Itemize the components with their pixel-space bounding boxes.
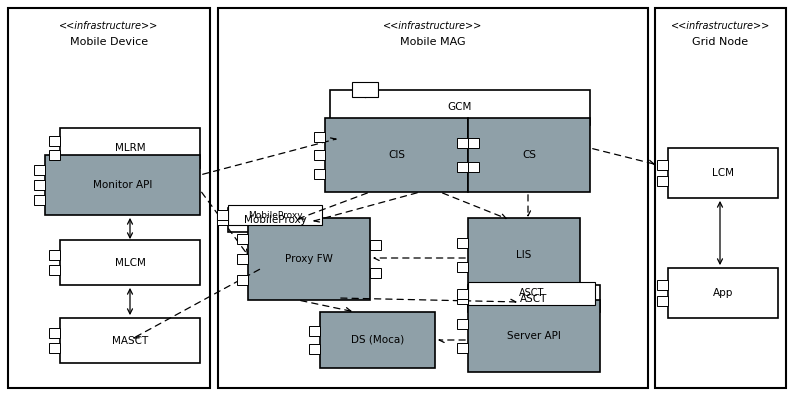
Text: ASCT: ASCT bbox=[520, 293, 548, 303]
Bar bbox=[49, 150, 60, 160]
Bar bbox=[468, 282, 595, 305]
Text: Proxy FW: Proxy FW bbox=[285, 254, 333, 264]
Bar bbox=[457, 289, 468, 299]
Text: MLRM: MLRM bbox=[114, 143, 145, 153]
Bar bbox=[370, 240, 381, 251]
Bar bbox=[309, 326, 320, 336]
Text: LIS: LIS bbox=[516, 250, 532, 260]
Bar bbox=[468, 285, 600, 312]
Text: <<infrastructure>>: <<infrastructure>> bbox=[384, 21, 483, 31]
Bar bbox=[457, 262, 468, 272]
Bar bbox=[228, 205, 322, 225]
Text: MobileProxy: MobileProxy bbox=[244, 215, 306, 225]
Bar bbox=[45, 155, 200, 215]
Text: MLCM: MLCM bbox=[114, 258, 145, 268]
Bar bbox=[657, 160, 668, 170]
Bar bbox=[657, 296, 668, 306]
Bar bbox=[218, 8, 648, 388]
Bar bbox=[657, 176, 668, 186]
Text: CIS: CIS bbox=[388, 150, 405, 160]
Bar bbox=[314, 168, 325, 179]
Bar bbox=[314, 150, 325, 160]
Text: Monitor API: Monitor API bbox=[93, 180, 152, 190]
Text: <<infrastructure>>: <<infrastructure>> bbox=[671, 21, 770, 31]
Bar bbox=[237, 233, 248, 243]
Text: Mobile Device: Mobile Device bbox=[70, 37, 148, 47]
Bar bbox=[468, 118, 590, 192]
Bar bbox=[49, 250, 60, 260]
Bar bbox=[657, 279, 668, 290]
Bar bbox=[49, 328, 60, 338]
Bar bbox=[60, 128, 200, 168]
Bar bbox=[237, 254, 248, 264]
Text: <<infrastructure>>: <<infrastructure>> bbox=[60, 21, 159, 31]
Text: MobileProxy: MobileProxy bbox=[248, 210, 303, 220]
Bar bbox=[457, 238, 468, 248]
Bar bbox=[320, 312, 435, 368]
Bar bbox=[237, 274, 248, 285]
Bar bbox=[8, 8, 210, 388]
Text: Grid Node: Grid Node bbox=[692, 37, 749, 47]
Bar bbox=[457, 162, 468, 172]
Bar bbox=[468, 162, 479, 172]
Bar bbox=[655, 8, 786, 388]
Text: CS: CS bbox=[522, 150, 536, 160]
Bar bbox=[217, 215, 228, 225]
Bar bbox=[309, 344, 320, 355]
Bar bbox=[60, 318, 200, 363]
Bar bbox=[468, 138, 479, 148]
Bar bbox=[248, 218, 370, 300]
Bar bbox=[352, 82, 378, 97]
Bar bbox=[468, 218, 580, 292]
Bar bbox=[49, 136, 60, 146]
Bar bbox=[330, 90, 590, 125]
Bar bbox=[228, 208, 322, 232]
Bar bbox=[34, 195, 45, 205]
Bar bbox=[49, 265, 60, 275]
Bar bbox=[457, 343, 468, 353]
Text: ASCT: ASCT bbox=[518, 289, 544, 299]
Text: Server API: Server API bbox=[507, 331, 561, 341]
Bar bbox=[34, 180, 45, 190]
Bar bbox=[668, 148, 778, 198]
Text: GCM: GCM bbox=[448, 102, 472, 112]
Bar bbox=[34, 165, 45, 175]
Bar bbox=[370, 268, 381, 278]
Bar bbox=[49, 343, 60, 353]
Text: Mobile MAG: Mobile MAG bbox=[400, 37, 466, 47]
Text: DS (Moca): DS (Moca) bbox=[351, 335, 404, 345]
Bar bbox=[457, 138, 468, 148]
Bar bbox=[668, 268, 778, 318]
Bar bbox=[457, 293, 468, 303]
Bar bbox=[217, 210, 228, 220]
Text: MASCT: MASCT bbox=[112, 335, 148, 345]
Bar bbox=[468, 300, 600, 372]
Bar bbox=[325, 118, 468, 192]
Bar bbox=[314, 131, 325, 141]
Bar bbox=[60, 240, 200, 285]
Bar bbox=[457, 319, 468, 329]
Text: App: App bbox=[713, 288, 733, 298]
Text: LCM: LCM bbox=[712, 168, 734, 178]
